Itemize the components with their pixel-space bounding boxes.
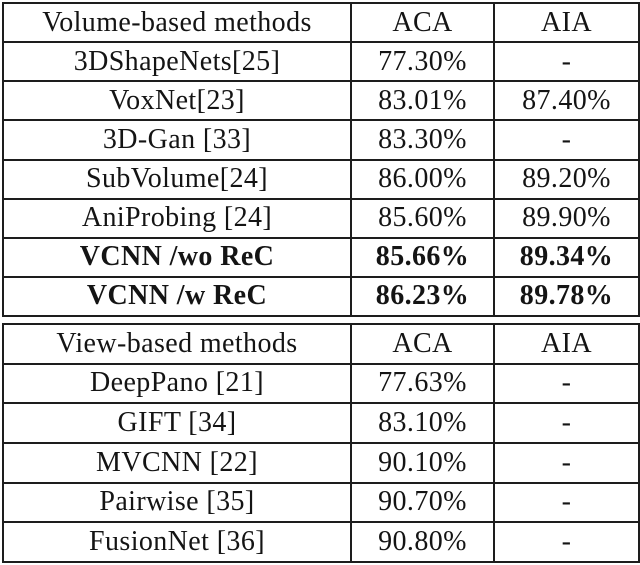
method-cell: GIFT [34] bbox=[2, 402, 352, 444]
method-cell: FusionNet [36] bbox=[2, 521, 352, 563]
table-row: AniProbing [24] 85.60% 89.90% bbox=[2, 197, 640, 239]
method-cell: VCNN /w ReC bbox=[2, 275, 352, 318]
method-cell: 3DShapeNets[25] bbox=[2, 41, 352, 83]
aca-cell: 85.60% bbox=[350, 197, 495, 239]
table-row-vcnn-w-rec: VCNN /w ReC 86.23% 89.78% bbox=[2, 275, 640, 318]
aia-cell: 89.34% bbox=[493, 236, 640, 278]
aca-column-header: ACA bbox=[350, 1, 495, 44]
methods-category-header: View-based methods bbox=[2, 323, 352, 365]
method-cell: DeepPano [21] bbox=[2, 362, 352, 405]
aia-cell: - bbox=[493, 119, 640, 161]
aca-cell: 90.10% bbox=[350, 441, 495, 484]
aia-cell: - bbox=[493, 481, 640, 524]
method-cell: VCNN /wo ReC bbox=[2, 236, 352, 278]
method-cell: SubVolume[24] bbox=[2, 158, 352, 200]
table-header-row: Volume-based methods ACA AIA bbox=[2, 1, 640, 44]
table-row: SubVolume[24] 86.00% 89.20% bbox=[2, 158, 640, 200]
table-row: GIFT [34] 83.10% - bbox=[2, 402, 640, 444]
method-cell: AniProbing [24] bbox=[2, 197, 352, 239]
aca-cell: 77.30% bbox=[350, 41, 495, 83]
method-cell: 3D-Gan [33] bbox=[2, 119, 352, 161]
aia-cell: - bbox=[493, 402, 640, 444]
methods-category-header: Volume-based methods bbox=[2, 1, 352, 44]
aia-cell: 89.78% bbox=[493, 275, 640, 318]
aca-cell: 83.10% bbox=[350, 402, 495, 444]
method-cell: MVCNN [22] bbox=[2, 441, 352, 484]
volume-methods-table: Volume-based methods ACA AIA 3DShapeNets… bbox=[2, 1, 640, 318]
aca-cell: 86.23% bbox=[350, 275, 495, 318]
table-row: 3DShapeNets[25] 77.30% - bbox=[2, 41, 640, 83]
aia-cell: - bbox=[493, 362, 640, 405]
aia-cell: 87.40% bbox=[493, 80, 640, 122]
table-row: MVCNN [22] 90.10% - bbox=[2, 441, 640, 484]
aca-cell: 90.80% bbox=[350, 521, 495, 563]
aia-column-header: AIA bbox=[493, 1, 640, 44]
aca-cell: 90.70% bbox=[350, 481, 495, 524]
table-row: 3D-Gan [33] 83.30% - bbox=[2, 119, 640, 161]
aca-column-header: ACA bbox=[350, 323, 495, 365]
table-header-row: View-based methods ACA AIA bbox=[2, 323, 640, 365]
aca-cell: 85.66% bbox=[350, 236, 495, 278]
table-row: FusionNet [36] 90.80% - bbox=[2, 521, 640, 563]
aia-column-header: AIA bbox=[493, 323, 640, 365]
aca-cell: 83.30% bbox=[350, 119, 495, 161]
aia-cell: 89.20% bbox=[493, 158, 640, 200]
aca-cell: 86.00% bbox=[350, 158, 495, 200]
method-cell: VoxNet[23] bbox=[2, 80, 352, 122]
view-methods-table: View-based methods ACA AIA DeepPano [21]… bbox=[2, 323, 640, 563]
aia-cell: - bbox=[493, 41, 640, 83]
aia-cell: 89.90% bbox=[493, 197, 640, 239]
table-row: DeepPano [21] 77.63% - bbox=[2, 362, 640, 405]
aia-cell: - bbox=[493, 441, 640, 484]
aia-cell: - bbox=[493, 521, 640, 563]
table-row-vcnn-wo-rec: VCNN /wo ReC 85.66% 89.34% bbox=[2, 236, 640, 278]
table-row: Pairwise [35] 90.70% - bbox=[2, 481, 640, 524]
method-cell: Pairwise [35] bbox=[2, 481, 352, 524]
aca-cell: 83.01% bbox=[350, 80, 495, 122]
aca-cell: 77.63% bbox=[350, 362, 495, 405]
table-row: VoxNet[23] 83.01% 87.40% bbox=[2, 80, 640, 122]
